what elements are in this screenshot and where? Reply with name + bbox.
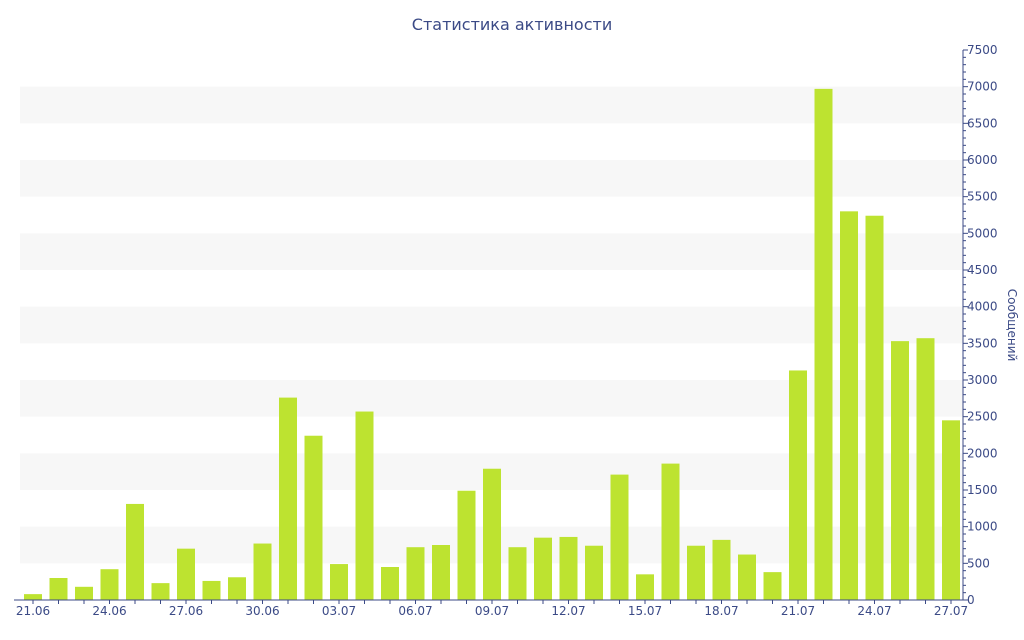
bar-22.06 bbox=[49, 578, 68, 600]
y-tick-label: 1000 bbox=[967, 520, 998, 534]
bar-15.07 bbox=[636, 574, 654, 600]
y-tick-label: 3000 bbox=[967, 373, 998, 387]
bar-14.07 bbox=[610, 474, 629, 600]
bar-21.06 bbox=[24, 594, 42, 600]
x-tick-label: 09.07 bbox=[475, 604, 509, 618]
y-tick-label: 6000 bbox=[967, 153, 998, 167]
y-tick-label: 6500 bbox=[967, 116, 998, 130]
x-tick-label: 24.07 bbox=[857, 604, 891, 618]
bar-11.07 bbox=[534, 537, 552, 600]
x-tick-label: 27.06 bbox=[169, 604, 203, 618]
y-axis-label: Сообщений bbox=[1005, 289, 1019, 362]
bar-23.07 bbox=[840, 211, 858, 601]
bar-12.07 bbox=[559, 536, 578, 600]
x-tick-label: 03.07 bbox=[322, 604, 356, 618]
bar-05.07 bbox=[381, 567, 399, 600]
bar-02.07 bbox=[304, 435, 323, 600]
bar-07.07 bbox=[432, 545, 450, 600]
x-tick-label: 12.07 bbox=[551, 604, 585, 618]
bar-24.06 bbox=[100, 569, 119, 600]
bar-01.07 bbox=[279, 397, 297, 600]
y-tick-label: 4000 bbox=[967, 300, 998, 314]
x-tick-label: 30.06 bbox=[245, 604, 279, 618]
bar-27.07 bbox=[942, 420, 960, 600]
bar-13.07 bbox=[585, 545, 603, 600]
bar-25.06 bbox=[126, 503, 144, 600]
bar-26.07 bbox=[916, 338, 935, 600]
y-tick-label: 5500 bbox=[967, 190, 998, 204]
bar-19.07 bbox=[738, 554, 756, 600]
bar-27.06 bbox=[177, 548, 195, 600]
y-tick-label: 4500 bbox=[967, 263, 998, 277]
y-tick-label: 2000 bbox=[967, 446, 998, 460]
bar-16.07 bbox=[661, 463, 680, 600]
grid-band bbox=[20, 233, 963, 270]
x-tick-label: 21.07 bbox=[781, 604, 815, 618]
bar-30.06 bbox=[253, 543, 272, 600]
bar-20.07 bbox=[763, 572, 782, 600]
x-tick-label: 24.06 bbox=[92, 604, 126, 618]
x-tick-label: 06.07 bbox=[398, 604, 432, 618]
x-axis: 21.06 24.06 27.06 30.06 03.07 06.07 09.07 12.07… bbox=[14, 599, 968, 618]
y-tick-label: 0 bbox=[967, 593, 975, 607]
bar-04.07 bbox=[355, 411, 374, 600]
bar-22.07 bbox=[814, 88, 833, 600]
grid-band bbox=[20, 306, 963, 344]
bar-26.06 bbox=[151, 583, 170, 600]
bar-23.06 bbox=[75, 586, 93, 600]
bar-21.07 bbox=[789, 370, 807, 600]
bar-03.07 bbox=[330, 564, 348, 600]
y-axis: 0 500 1000 1500 2000 2500 3000 3500 4000 4500 5000… bbox=[962, 43, 998, 607]
y-tick-label: 1500 bbox=[967, 483, 998, 497]
x-tick-label: 27.07 bbox=[934, 604, 968, 618]
y-tick-label: 3500 bbox=[967, 336, 998, 350]
bar-18.07 bbox=[712, 539, 731, 600]
grid-band bbox=[20, 86, 963, 124]
y-tick-label: 5000 bbox=[967, 226, 998, 240]
chart-title: Статистика активности bbox=[411, 15, 613, 34]
bar-17.07 bbox=[687, 545, 705, 600]
bar-10.07 bbox=[508, 547, 527, 600]
bar-09.07 bbox=[483, 468, 501, 600]
y-tick-label: 500 bbox=[967, 556, 990, 570]
bar-24.07 bbox=[865, 215, 884, 600]
bar-28.06 bbox=[202, 580, 221, 600]
x-tick-label: 15.07 bbox=[628, 604, 662, 618]
y-tick-label: 2500 bbox=[967, 410, 998, 424]
y-tick-label: 7500 bbox=[967, 43, 998, 57]
x-tick-label: 18.07 bbox=[704, 604, 738, 618]
grid-band bbox=[20, 160, 963, 197]
bar-25.07 bbox=[891, 341, 909, 600]
bars bbox=[24, 88, 960, 601]
x-tick-label: 21.06 bbox=[16, 604, 50, 618]
bar-06.07 bbox=[406, 547, 425, 600]
bar-08.07 bbox=[457, 490, 476, 600]
bar-29.06 bbox=[228, 577, 246, 600]
y-tick-label: 7000 bbox=[967, 80, 998, 94]
